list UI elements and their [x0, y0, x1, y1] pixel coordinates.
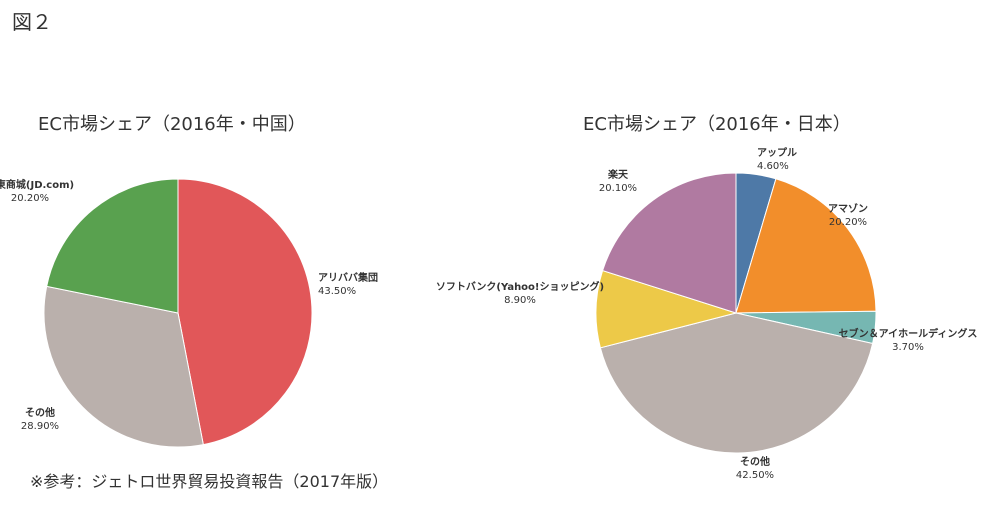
japan-label-value-5: 20.10% — [599, 183, 637, 194]
figure-label: 図２ — [12, 10, 52, 34]
japan-slice-3 — [599, 312, 874, 454]
china-label-value-0: 43.50% — [318, 286, 356, 297]
japan-label-name-0: アップル — [757, 146, 797, 159]
japan-label-name-3: その他 — [740, 455, 770, 468]
china-slice-1 — [43, 285, 204, 448]
china-label-name-2: 京東商城(JD.com) — [0, 178, 74, 191]
japan-label-value-1: 20.20% — [829, 217, 867, 228]
china-label-name-1: その他 — [25, 406, 55, 419]
japan-label-value-4: 8.90% — [504, 295, 536, 306]
source-note: ※参考：ジェトロ世界貿易投資報告（2017年版） — [30, 472, 389, 491]
japan-label-value-0: 4.60% — [757, 161, 789, 172]
japan-label-name-5: 楽天 — [607, 168, 629, 181]
japan-slice-5 — [601, 172, 737, 314]
china-label-name-0: アリババ集団 — [318, 271, 378, 284]
china-label-value-2: 20.20% — [11, 193, 49, 204]
china-slice-2 — [46, 178, 179, 314]
japan-label-value-2: 3.70% — [892, 342, 924, 353]
china-label-value-1: 28.90% — [21, 421, 59, 432]
china-slice-0 — [177, 178, 313, 446]
chart-title-japan: EC市場シェア（2016年・日本） — [583, 114, 851, 135]
japan-label-name-2: セブン＆アイホールディングス — [839, 327, 978, 340]
japan-slice-1 — [735, 178, 877, 314]
japan-label-name-4: ソフトバンク(Yahoo!ショッピング) — [436, 280, 604, 293]
japan-label-value-3: 42.50% — [736, 470, 774, 481]
chart-title-china: EC市場シェア（2016年・中国） — [38, 114, 306, 135]
japan-label-name-1: アマゾン — [828, 202, 868, 215]
